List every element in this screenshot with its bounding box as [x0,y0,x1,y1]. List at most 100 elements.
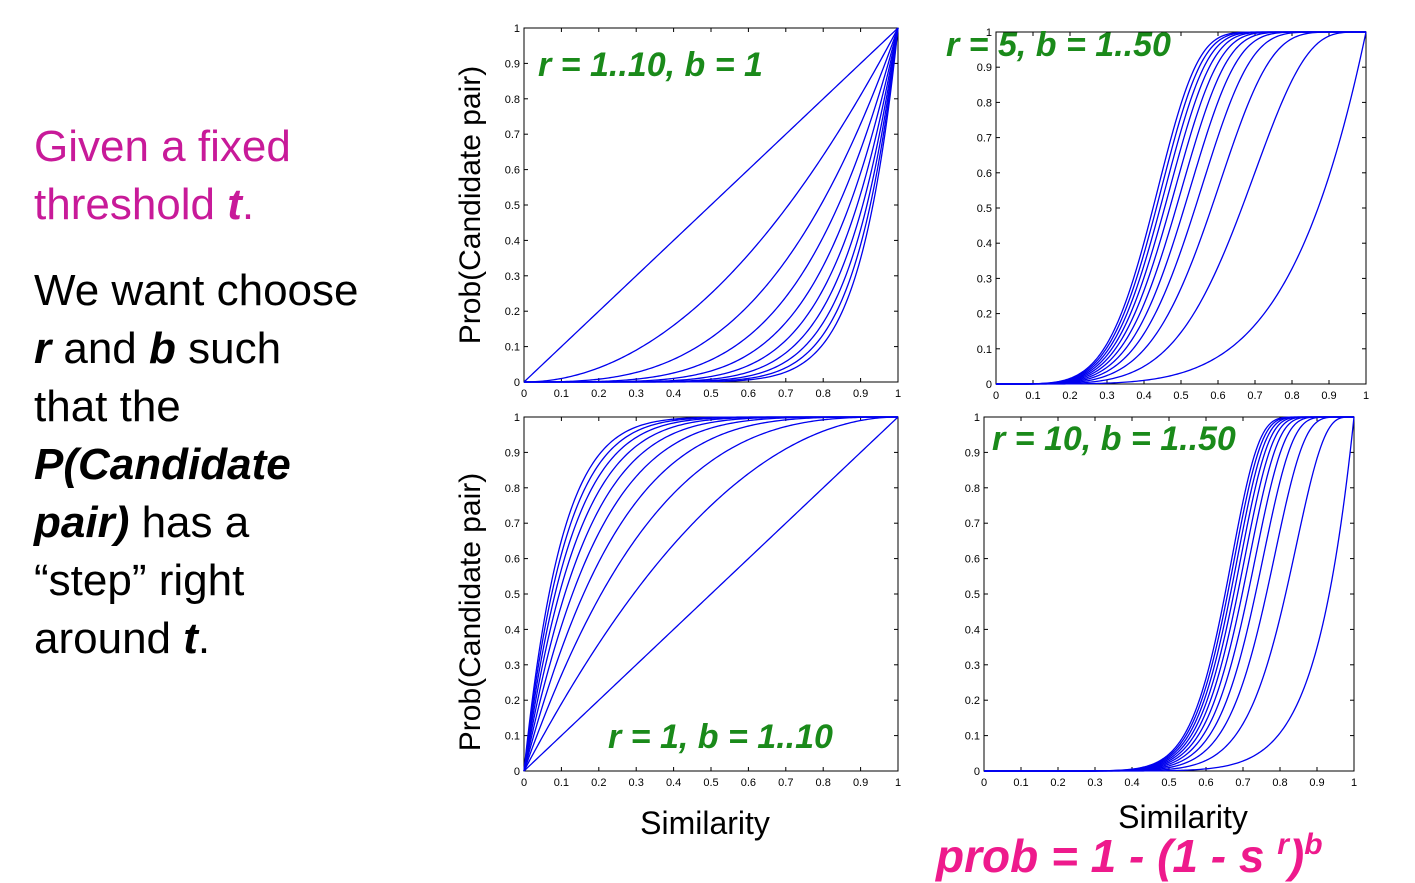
y-tick-label: 1 [514,412,520,424]
plot-frame [995,31,1367,385]
x-tick-label: 0.8 [816,777,831,789]
y-tick-label: 0.6 [965,554,980,566]
plot-frame [983,416,1355,772]
y-axis-label: Prob(Candidate pair) [454,66,487,344]
curve-r10-b10 [984,416,1354,772]
chart-annotation: r = 5, b = 1..50 [946,26,1171,64]
y-tick-label: 0.5 [965,589,980,601]
y-tick-label: 0.4 [505,235,520,247]
chart-annotation: r = 10, b = 1..50 [992,420,1236,458]
threshold-heading: Given a fixed threshold t. [34,118,414,234]
y-tick-label: 0.5 [977,203,992,215]
heading-line-2: threshold t. [34,176,414,234]
x-tick-label: 0.4 [1136,390,1151,402]
y-tick-label: 0.2 [977,309,992,321]
y-tick-label: 0.4 [977,238,992,250]
y-tick-label: 0.8 [505,94,520,106]
formula-exponent-b: b [1304,828,1323,861]
y-tick-label: 0.9 [965,447,980,459]
curve-r10-b35 [984,416,1354,772]
y-tick-label: 0.7 [977,133,992,145]
y-tick-label: 0.1 [965,731,980,743]
b-variable: b [149,324,176,373]
curve-r10-b25 [984,416,1354,772]
y-tick-label: 1 [514,23,520,35]
x-tick-label: 0.5 [1173,390,1188,402]
goal-line-4: P(Candidate [34,440,291,489]
y-tick-label: 0.3 [505,660,520,672]
x-tick-label: 1 [1351,777,1357,789]
x-tick-label: 1 [895,777,901,789]
x-tick-label: 0 [521,777,527,789]
r-variable: r [34,324,52,373]
has-a-word: has a [129,498,250,547]
curve-r5-b10 [996,31,1366,385]
x-tick-label: 0.7 [778,388,793,400]
x-tick-label: 0.6 [741,388,756,400]
x-tick-label: 0.9 [1321,390,1336,402]
y-tick-label: 0.2 [505,695,520,707]
x-tick-label: 0.6 [741,777,756,789]
curve-r1-b10 [523,416,898,772]
y-tick-label: 0.7 [505,129,520,141]
x-tick-label: 0.3 [1099,390,1114,402]
heading-threshold-word: threshold [34,180,228,229]
x-tick-label: 0.2 [1050,777,1065,789]
x-tick-label: 0.2 [591,388,606,400]
x-tick-label: 0.1 [554,777,569,789]
goal-line-5: pair) has a [34,494,414,552]
y-tick-label: 1 [986,27,992,39]
x-tick-label: 0.9 [853,777,868,789]
x-tick-label: 0.8 [1284,390,1299,402]
curve-r10-b5 [984,416,1354,772]
curve-r5-b25 [996,31,1366,385]
goal-line-7: around t. [34,610,414,668]
y-tick-label: 0 [514,766,520,778]
chart-annotation: r = 1, b = 1..10 [608,718,833,756]
explanation-text: Given a fixed threshold t. We want choos… [34,118,414,668]
curve-r5-b40 [996,31,1366,385]
y-tick-label: 0.3 [965,660,980,672]
y-tick-label: 0.8 [977,97,992,109]
x-tick-label: 0.7 [1247,390,1262,402]
x-tick-label: 0.9 [853,388,868,400]
curve-r10-b15 [984,416,1354,772]
curve-r5-b15 [996,31,1366,385]
curve-r1-b1 [523,27,899,383]
x-tick-label: 0 [981,777,987,789]
curve-r1-b3 [523,416,898,772]
around-t-variable: t [183,614,198,663]
curve-r5-b50 [996,31,1366,385]
heading-period: . [241,180,255,229]
curve-r10-b50 [984,416,1354,772]
goal-paragraph: We want choose r and b such that the P(C… [34,262,414,668]
curve-r5-b20 [996,31,1366,385]
y-tick-label: 0.8 [505,483,520,495]
goal-line-2: r and b such [34,320,414,378]
formula-exponent-r: r [1277,828,1289,861]
curve-r5-b45 [996,31,1366,385]
x-tick-label: 0.1 [1013,777,1028,789]
goal-line-3: that the [34,382,181,431]
y-tick-label: 0.8 [965,483,980,495]
y-tick-label: 0.9 [505,58,520,70]
y-tick-label: 0 [986,379,992,391]
x-tick-label: 0.7 [778,777,793,789]
curve-r10-b1 [524,27,899,383]
y-tick-label: 0.3 [977,273,992,285]
x-tick-label: 0.3 [1087,777,1102,789]
x-tick-label: 0.7 [1235,777,1250,789]
pair-word: pair) [34,498,130,547]
x-tick-label: 0 [993,390,999,402]
curve-r2-b1 [523,27,899,383]
formula-close: ) [1288,830,1305,882]
y-tick-label: 0.2 [965,695,980,707]
x-tick-label: 0.3 [629,388,644,400]
y-tick-label: 0.9 [977,62,992,74]
y-tick-label: 0.1 [505,731,520,743]
goal-line-1: We want choose [34,266,359,315]
x-tick-label: 0.4 [666,388,681,400]
x-tick-label: 0.5 [703,777,718,789]
curve-r5-b1 [996,31,1367,385]
